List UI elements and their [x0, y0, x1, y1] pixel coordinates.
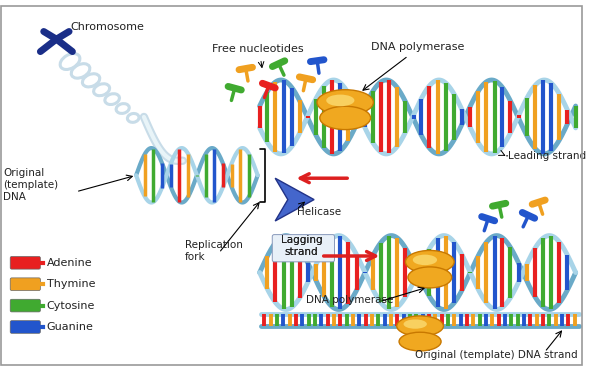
- Ellipse shape: [317, 90, 373, 115]
- FancyBboxPatch shape: [10, 321, 40, 333]
- Polygon shape: [275, 178, 314, 221]
- FancyBboxPatch shape: [10, 256, 40, 269]
- Text: Guanine: Guanine: [47, 322, 94, 332]
- Text: Leading strand: Leading strand: [508, 151, 586, 161]
- Text: Adenine: Adenine: [47, 258, 92, 268]
- Text: Original (template) DNA strand: Original (template) DNA strand: [415, 350, 577, 360]
- FancyBboxPatch shape: [10, 299, 40, 312]
- Text: Replication
fork: Replication fork: [185, 240, 242, 262]
- Text: Original
(template)
DNA: Original (template) DNA: [3, 168, 58, 201]
- Text: DNA polymerase: DNA polymerase: [307, 295, 394, 305]
- Text: Free nucleotides: Free nucleotides: [212, 44, 304, 54]
- Ellipse shape: [397, 316, 443, 336]
- FancyBboxPatch shape: [10, 278, 40, 290]
- Ellipse shape: [408, 267, 452, 288]
- Text: Lagging
strand: Lagging strand: [281, 236, 322, 257]
- Text: Helicase: Helicase: [296, 207, 341, 217]
- Text: DNA polymerase: DNA polymerase: [371, 42, 465, 52]
- Ellipse shape: [326, 95, 355, 106]
- Ellipse shape: [413, 255, 437, 265]
- FancyBboxPatch shape: [272, 234, 335, 262]
- Text: Thymine: Thymine: [47, 279, 95, 289]
- Ellipse shape: [399, 332, 441, 351]
- Ellipse shape: [406, 250, 454, 273]
- Text: Chromosome: Chromosome: [70, 23, 144, 33]
- Ellipse shape: [320, 106, 371, 129]
- Text: Lagging
strand: Lagging strand: [281, 236, 322, 257]
- Ellipse shape: [52, 35, 61, 43]
- Text: Cytosine: Cytosine: [47, 301, 95, 311]
- Ellipse shape: [404, 319, 427, 329]
